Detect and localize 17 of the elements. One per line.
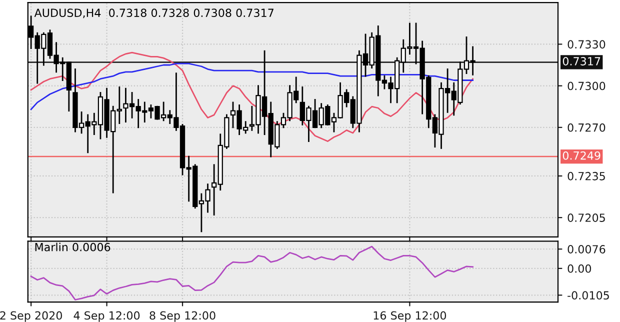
x-tick-label: 4 Sep 12:00 <box>74 311 140 322</box>
y-tick-label: 0.00 <box>568 264 592 273</box>
chart-title: Marlin 0.0006 <box>35 242 110 252</box>
x-tick-label: 16 Sep 12:00 <box>374 311 446 322</box>
line-series <box>30 62 474 110</box>
ref-line-label: 0.7249 <box>562 151 600 160</box>
chart-title: AUDUSD,H4 0.7318 0.7328 0.7308 0.7317 <box>34 8 274 18</box>
x-tick-label: 2 Sep 2020 <box>0 311 62 322</box>
ref-line-label: 0.7317 <box>562 57 600 66</box>
y-tick-label: 0.7270 <box>568 123 606 132</box>
y-tick-label: 0.0076 <box>568 245 606 254</box>
y-tick-label: 0.7235 <box>568 172 605 180</box>
y-tick-label: 0.7300 <box>568 82 606 90</box>
x-tick-label: 8 Sep 12:00 <box>150 311 216 322</box>
y-tick-label: -0.0105 <box>568 291 609 300</box>
y-tick-label: 0.7330 <box>568 40 606 49</box>
y-tick-label: 0.7205 <box>568 214 605 222</box>
